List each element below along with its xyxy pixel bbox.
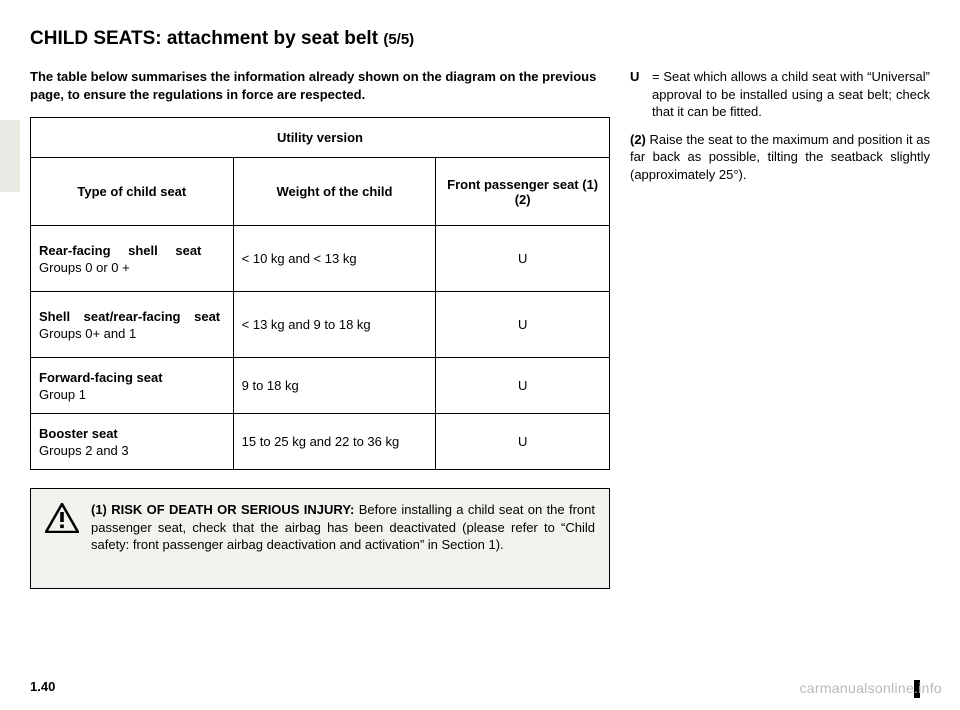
right-column: U = Seat which allows a child seat with … xyxy=(630,68,930,589)
page-number: 1.40 xyxy=(30,679,55,694)
table-row-weight: < 13 kg and 9 to 18 kg xyxy=(233,292,436,358)
row-groups: Group 1 xyxy=(39,387,225,402)
note-u-text: Seat which allows a child seat with “Uni… xyxy=(652,69,930,119)
table-header: Utility version xyxy=(31,118,610,158)
row-groups: Groups 2 and 3 xyxy=(39,443,225,458)
row-name: Rear-facing shell seat xyxy=(39,243,201,258)
child-seat-table: Utility version Type of child seat Weigh… xyxy=(30,117,610,470)
warning-label: (1) RISK OF DEATH OR SERIOUS INJURY: xyxy=(91,502,354,517)
table-row-value: U xyxy=(436,292,610,358)
note-2-text: Raise the seat to the maximum and positi… xyxy=(630,132,930,182)
content-columns: The table below summarises the informati… xyxy=(30,68,930,589)
table-row-weight: 15 to 25 kg and 22 to 36 kg xyxy=(233,414,436,470)
left-column: The table below summarises the informati… xyxy=(30,68,610,589)
col-type: Type of child seat xyxy=(31,158,234,226)
row-groups: Groups 0+ and 1 xyxy=(39,326,225,341)
note-u: U = Seat which allows a child seat with … xyxy=(630,68,930,121)
note-2: (2) Raise the seat to the maximum and po… xyxy=(630,131,930,184)
table-row-type: Rear-facing shell seat Groups 0 or 0 + xyxy=(31,226,234,292)
row-groups: Groups 0 or 0 + xyxy=(39,260,225,275)
table-row-weight: 9 to 18 kg xyxy=(233,358,436,414)
note-u-eq: = xyxy=(652,69,663,84)
table-row-type: Shell seat/rear-facing seat Groups 0+ an… xyxy=(31,292,234,358)
warning-text: (1) RISK OF DEATH OR SERIOUS INJURY: Bef… xyxy=(91,501,595,554)
page-title: CHILD SEATS: attachment by seat belt (5/… xyxy=(30,28,930,50)
table-row-value: U xyxy=(436,358,610,414)
watermark: carmanualsonline.info xyxy=(800,680,943,696)
col-front: Front passenger seat (1) (2) xyxy=(436,158,610,226)
table-row-weight: < 10 kg and < 13 kg xyxy=(233,226,436,292)
table-row-type: Forward-facing seat Group 1 xyxy=(31,358,234,414)
note-u-label: U xyxy=(630,69,639,84)
table-row-value: U xyxy=(436,226,610,292)
table-row-value: U xyxy=(436,414,610,470)
page-content: CHILD SEATS: attachment by seat belt (5/… xyxy=(0,0,960,589)
title-sub: (5/5) xyxy=(383,31,414,48)
intro-text: The table below summarises the informati… xyxy=(30,68,610,103)
row-name: Forward-facing seat xyxy=(39,370,163,385)
table-row-type: Booster seat Groups 2 and 3 xyxy=(31,414,234,470)
warning-icon xyxy=(45,503,79,533)
warning-box: (1) RISK OF DEATH OR SERIOUS INJURY: Bef… xyxy=(30,488,610,589)
note-2-label: (2) xyxy=(630,132,646,147)
row-name: Booster seat xyxy=(39,426,118,441)
row-name: Shell seat/rear-facing seat xyxy=(39,309,220,324)
title-main: CHILD SEATS: attachment by seat belt xyxy=(30,28,378,49)
col-weight: Weight of the child xyxy=(233,158,436,226)
